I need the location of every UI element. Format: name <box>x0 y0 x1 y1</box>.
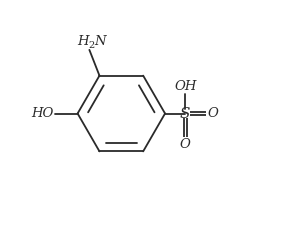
Text: O: O <box>180 138 191 151</box>
Text: H: H <box>77 35 88 48</box>
Text: 2: 2 <box>89 41 95 50</box>
Text: N: N <box>94 35 106 48</box>
Text: O: O <box>207 107 218 120</box>
Text: HO: HO <box>32 107 54 120</box>
Text: OH: OH <box>174 80 196 93</box>
Text: S: S <box>180 106 190 121</box>
